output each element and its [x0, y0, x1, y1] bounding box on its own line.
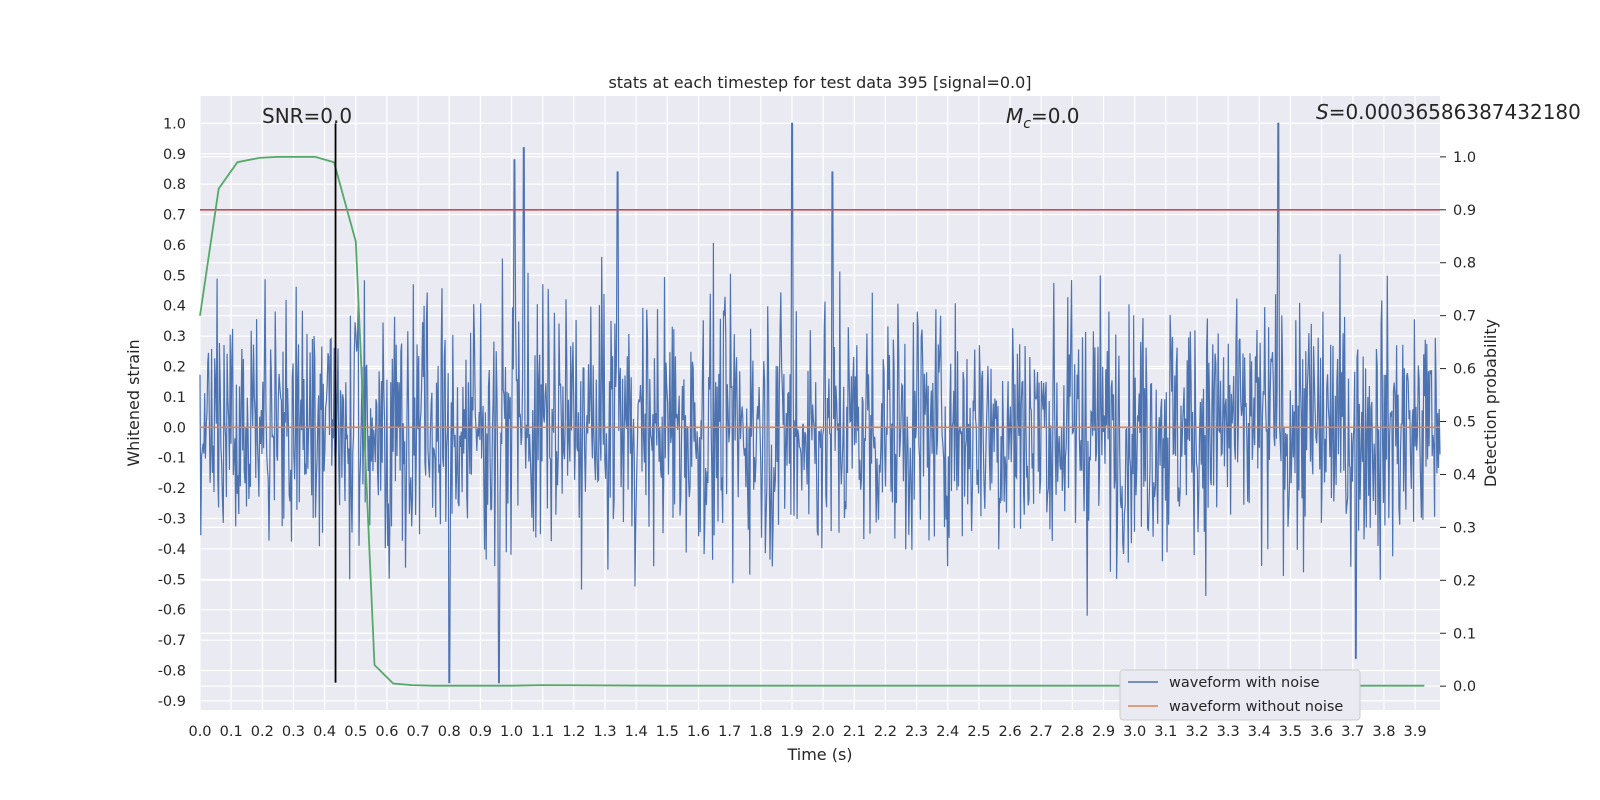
y2-tick-label-8: 0.8 — [1453, 256, 1476, 272]
y-tick-label-13: 0.4 — [163, 299, 186, 315]
y2-tick-label-4: 0.4 — [1453, 467, 1476, 483]
x-tick-label-36: 3.6 — [1310, 724, 1333, 740]
x-tick-label-14: 1.4 — [625, 724, 648, 740]
x-tick-label-39: 3.9 — [1404, 724, 1427, 740]
legend-box — [1119, 669, 1361, 721]
x-tick-label-3: 0.3 — [282, 724, 305, 740]
x-tick-label-9: 0.9 — [469, 724, 492, 740]
y-tick-label-19: 1.0 — [163, 116, 186, 132]
x-tick-label-10: 1.0 — [500, 724, 523, 740]
y-axis-right: 0.0 0.1 0.2 0.3 0.4 0.5 0.6 0.7 0.8 0.9 1.0 — [1440, 150, 1476, 695]
x-tick-label-30: 3.0 — [1123, 724, 1146, 740]
y2-tick-label-6: 0.6 — [1453, 362, 1476, 378]
y-tick-label-15: 0.6 — [163, 238, 186, 254]
x-tick-label-32: 3.2 — [1185, 724, 1208, 740]
y2-axis-label: Detection probability — [1481, 319, 1500, 487]
x-tick-label-22: 2.2 — [874, 724, 897, 740]
y-tick-label-10: 0.1 — [163, 390, 186, 406]
x-tick-label-1: 0.1 — [220, 724, 243, 740]
x-tick-label-11: 1.1 — [531, 724, 554, 740]
x-tick-label-18: 1.8 — [749, 724, 772, 740]
x-tick-label-28: 2.8 — [1061, 724, 1084, 740]
series-detection-probability — [199, 155, 1425, 687]
legend: waveform with noise waveform without noi… — [1119, 669, 1361, 721]
s-annotation-wrapper: S=0.00036586387432180 — [1316, 100, 1600, 132]
y-tick-label-2: -0.7 — [158, 633, 186, 649]
y-tick-label-6: -0.3 — [158, 512, 186, 528]
x-tick-label-19: 1.9 — [780, 724, 803, 740]
y-tick-label-18: 0.9 — [163, 147, 186, 163]
series-waveform-with-noise — [199, 122, 1441, 684]
y2-tick-label-7: 0.7 — [1453, 309, 1476, 325]
x-tick-label-21: 2.1 — [843, 724, 866, 740]
y-tick-label-7: -0.2 — [158, 481, 186, 497]
x-tick-label-4: 0.4 — [313, 724, 336, 740]
y-tick-label-16: 0.7 — [163, 208, 186, 224]
y-axis-left: -0.9 -0.8 -0.7 -0.6 -0.5 -0.4 -0.3 -0.2 -0.1 0.0 0… — [158, 116, 186, 710]
x-tick-label-25: 2.5 — [967, 724, 990, 740]
y-tick-label-11: 0.2 — [163, 360, 186, 376]
x-tick-label-31: 3.1 — [1154, 724, 1177, 740]
plot-series — [199, 122, 1441, 687]
s-annotation: S=0.00036586387432180 — [1316, 100, 1581, 124]
x-tick-label-37: 3.7 — [1341, 724, 1364, 740]
x-tick-label-15: 1.5 — [656, 724, 679, 740]
chart-title: stats at each timestep for test data 395… — [608, 73, 1031, 92]
x-axis: 0.0 0.1 0.2 0.3 0.4 0.5 0.6 0.7 0.8 0.9 1.0 1.1 1.2 1… — [188, 724, 1426, 740]
s-symbol: S — [1316, 100, 1329, 124]
y-tick-label-9: 0.0 — [163, 420, 186, 436]
y-tick-label-17: 0.8 — [163, 177, 186, 193]
legend-label-noise: waveform with noise — [1169, 675, 1320, 691]
y-tick-label-1: -0.8 — [158, 663, 186, 679]
s-value: =0.00036586387432180 — [1328, 100, 1581, 124]
legend-label-clean: waveform without noise — [1169, 699, 1343, 715]
x-tick-label-2: 0.2 — [251, 724, 274, 740]
chirp-mass-annotation: Mc=0.0 — [1006, 104, 1080, 132]
x-tick-label-12: 1.2 — [562, 724, 585, 740]
chirp-mass-symbol: M — [1006, 104, 1023, 128]
y-tick-label-5: -0.4 — [158, 542, 186, 558]
y-tick-label-0: -0.9 — [158, 694, 186, 710]
y2-tick-label-10: 1.0 — [1453, 150, 1476, 166]
y-tick-label-3: -0.6 — [158, 603, 186, 619]
x-tick-label-33: 3.3 — [1217, 724, 1240, 740]
x-tick-label-29: 2.9 — [1092, 724, 1115, 740]
snr-annotation: SNR=0.0 — [262, 104, 352, 128]
y2-tick-label-9: 0.9 — [1453, 203, 1476, 219]
y2-tick-label-0: 0.0 — [1453, 679, 1476, 695]
x-tick-label-6: 0.6 — [375, 724, 398, 740]
x-tick-label-7: 0.7 — [407, 724, 430, 740]
x-axis-label: Time (s) — [786, 745, 852, 764]
y-tick-label-8: -0.1 — [158, 451, 186, 467]
x-tick-label-38: 3.8 — [1372, 724, 1395, 740]
x-tick-label-20: 2.0 — [812, 724, 835, 740]
chirp-mass-value: =0.0 — [1031, 104, 1080, 128]
x-tick-label-26: 2.6 — [999, 724, 1022, 740]
x-tick-label-16: 1.6 — [687, 724, 710, 740]
y2-tick-label-3: 0.3 — [1453, 520, 1476, 536]
x-tick-label-0: 0.0 — [188, 724, 211, 740]
y2-tick-label-1: 0.1 — [1453, 626, 1476, 642]
x-tick-label-17: 1.7 — [718, 724, 741, 740]
x-tick-label-13: 1.3 — [593, 724, 616, 740]
y-tick-label-12: 0.3 — [163, 329, 186, 345]
x-tick-label-23: 2.3 — [905, 724, 928, 740]
x-tick-label-5: 0.5 — [344, 724, 367, 740]
y2-tick-label-5: 0.5 — [1453, 415, 1476, 431]
chirp-mass-subscript: c — [1023, 116, 1031, 132]
y2-tick-label-2: 0.2 — [1453, 573, 1476, 589]
y-tick-label-4: -0.5 — [158, 572, 186, 588]
x-tick-label-24: 2.4 — [936, 724, 959, 740]
x-tick-label-27: 2.7 — [1030, 724, 1053, 740]
x-tick-label-35: 3.5 — [1279, 724, 1302, 740]
x-tick-label-8: 0.8 — [438, 724, 461, 740]
x-tick-label-34: 3.4 — [1248, 724, 1271, 740]
y-tick-label-14: 0.5 — [163, 268, 186, 284]
y-axis-label: Whitened strain — [124, 339, 143, 466]
